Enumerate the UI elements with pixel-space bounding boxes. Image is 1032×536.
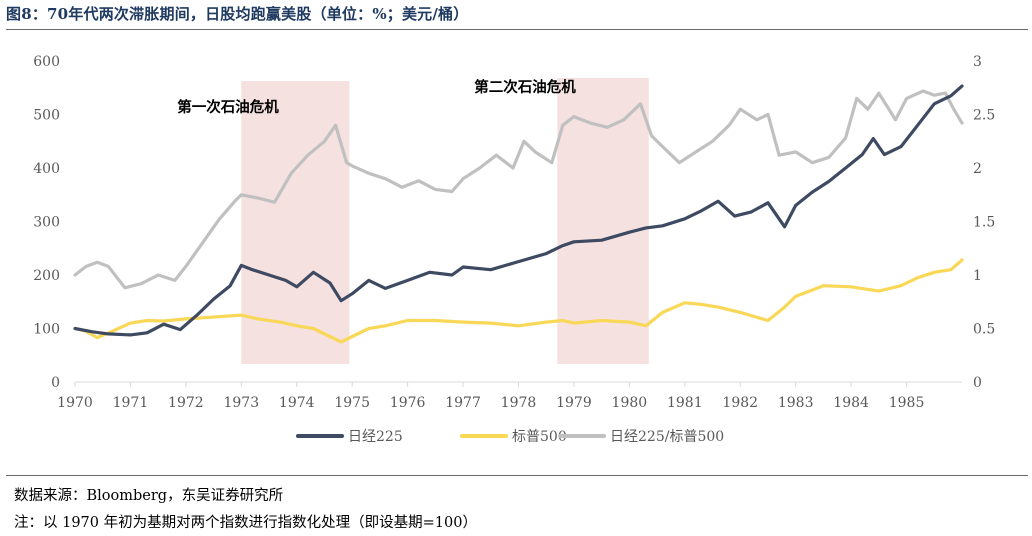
y-left-tick-label: 0 (51, 375, 60, 391)
y-left-tick-label: 400 (33, 161, 60, 177)
series-line-2 (73, 258, 964, 344)
x-tick-label: 1984 (833, 395, 869, 411)
x-tick-label: 1977 (445, 395, 481, 411)
annotations-layer: 第一次石油危机 第二次石油危机 (177, 78, 576, 116)
shaded-period-label-1: 第一次石油危机 (177, 98, 279, 116)
shaded-period-1 (241, 81, 350, 364)
footnote: 注：以 1970 年初为基期对两个指数进行指数化处理（即设基期=100） (14, 515, 477, 531)
y-left-tick-label: 500 (33, 108, 60, 124)
y-left-tick-label: 300 (33, 215, 60, 231)
y-left-tick-label: 200 (33, 268, 60, 284)
x-tick-label: 1983 (778, 395, 814, 411)
x-tick-label: 1976 (390, 395, 426, 411)
y-right-tick-label: 2 (973, 161, 982, 177)
legend: 日经225 标普500 日经225/标普500 (296, 429, 724, 445)
y-left-tick-label: 600 (33, 54, 60, 70)
footer-divider (6, 475, 1028, 476)
y-right-tick-label: 1 (973, 268, 982, 284)
x-tick-label: 1973 (223, 395, 259, 411)
title-divider (6, 29, 1028, 30)
legend-label-3: 日经225/标普500 (610, 429, 724, 445)
series-layer (73, 84, 964, 344)
series-line-3 (73, 89, 964, 290)
y-right-tick-label: 3 (973, 54, 982, 70)
legend-label-2: 标普500 (512, 429, 567, 445)
x-tick-label: 1974 (279, 395, 315, 411)
x-tick-label: 1979 (556, 395, 592, 411)
y-right-tick-label: 0 (973, 375, 982, 391)
x-tick-label: 1982 (722, 395, 758, 411)
source-note: 数据来源：Bloomberg，东吴证券研究所 (14, 488, 284, 504)
x-tick-label: 1980 (612, 395, 648, 411)
y-right-tick-label: 2.5 (973, 108, 995, 124)
x-tick-label: 1981 (667, 395, 703, 411)
x-tick-label: 1975 (334, 395, 370, 411)
chart-title: 图8：70年代两次滞胀期间，日股均跑赢美股（单位：%；美元/桶） (6, 5, 469, 23)
chart: 0 100 200 300 400 500 600 0 0.5 1 1.5 2 2.5 3 1970 1971… (33, 54, 995, 445)
y-right-tick-label: 1.5 (973, 215, 995, 231)
x-tick-label: 1978 (501, 395, 537, 411)
shaded-period-label-2: 第二次石油危机 (474, 78, 576, 96)
x-tick-label: 1972 (168, 395, 204, 411)
series-line-1 (73, 84, 964, 337)
x-tick-label: 1970 (57, 395, 93, 411)
y-left-tick-label: 100 (33, 322, 60, 338)
x-tick-label: 1971 (113, 395, 149, 411)
axes-layer: 0 100 200 300 400 500 600 0 0.5 1 1.5 2 2.5 3 1970 1971… (33, 54, 995, 411)
y-right-tick-label: 0.5 (973, 322, 995, 338)
legend-label-1: 日经225 (348, 429, 403, 445)
x-tick-label: 1985 (889, 395, 925, 411)
